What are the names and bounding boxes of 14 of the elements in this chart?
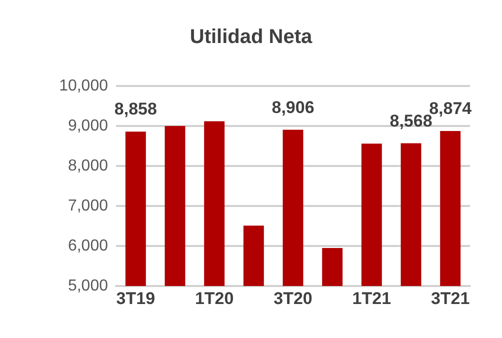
- x-tick-label: 1T21: [352, 289, 392, 308]
- x-tick-label: 3T20: [274, 289, 312, 308]
- y-tick-label: 8,000: [68, 158, 108, 174]
- y-tick-label: 9,000: [68, 118, 108, 134]
- y-tick-label: 7,000: [68, 198, 108, 214]
- x-tick-label: 1T20: [194, 289, 234, 308]
- y-tick-label: 10,000: [59, 78, 108, 94]
- chart-title: Utilidad Neta: [190, 26, 313, 48]
- data-label: 8,858: [114, 100, 157, 119]
- x-tick-label: 3T21: [430, 289, 470, 308]
- y-tick-label: 6,000: [68, 238, 108, 254]
- y-tick-label: 5,000: [68, 278, 108, 294]
- x-tick-label: 3T19: [116, 289, 156, 308]
- data-label: 8,906: [272, 98, 314, 117]
